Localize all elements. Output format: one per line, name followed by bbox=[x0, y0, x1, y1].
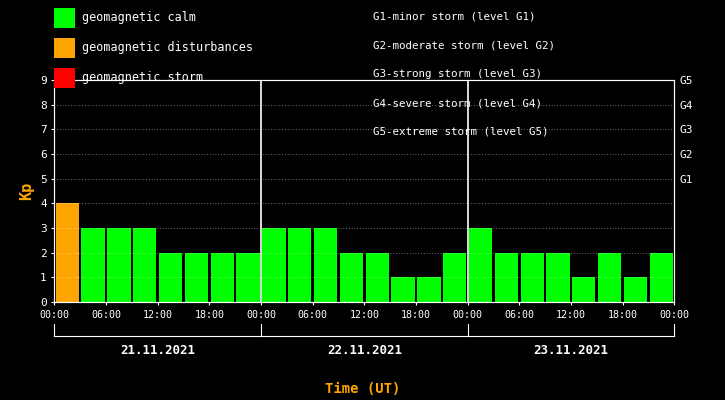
Text: geomagnetic calm: geomagnetic calm bbox=[82, 12, 196, 24]
Bar bbox=[159, 253, 182, 302]
Bar bbox=[365, 253, 389, 302]
Text: G1-minor storm (level G1): G1-minor storm (level G1) bbox=[373, 12, 536, 22]
Bar bbox=[340, 253, 363, 302]
Bar bbox=[81, 228, 104, 302]
Text: 21.11.2021: 21.11.2021 bbox=[120, 344, 195, 356]
Bar bbox=[211, 253, 234, 302]
Text: geomagnetic disturbances: geomagnetic disturbances bbox=[82, 42, 253, 54]
Text: G5-extreme storm (level G5): G5-extreme storm (level G5) bbox=[373, 127, 549, 137]
Bar bbox=[236, 253, 260, 302]
Text: G2-moderate storm (level G2): G2-moderate storm (level G2) bbox=[373, 41, 555, 51]
Bar bbox=[288, 228, 311, 302]
Bar bbox=[314, 228, 337, 302]
Bar bbox=[443, 253, 466, 302]
Text: G4-severe storm (level G4): G4-severe storm (level G4) bbox=[373, 98, 542, 108]
Text: Time (UT): Time (UT) bbox=[325, 382, 400, 396]
Y-axis label: Kp: Kp bbox=[20, 182, 34, 200]
Bar bbox=[418, 277, 441, 302]
Bar bbox=[598, 253, 621, 302]
Bar bbox=[107, 228, 130, 302]
Bar bbox=[624, 277, 647, 302]
Bar bbox=[262, 228, 286, 302]
Bar bbox=[133, 228, 157, 302]
Bar bbox=[494, 253, 518, 302]
Text: 22.11.2021: 22.11.2021 bbox=[327, 344, 402, 356]
Bar bbox=[521, 253, 544, 302]
Bar bbox=[650, 253, 673, 302]
Bar bbox=[469, 228, 492, 302]
Bar bbox=[185, 253, 208, 302]
Text: 23.11.2021: 23.11.2021 bbox=[534, 344, 608, 356]
Bar bbox=[547, 253, 570, 302]
Bar bbox=[56, 203, 79, 302]
Bar bbox=[572, 277, 595, 302]
Bar bbox=[392, 277, 415, 302]
Text: geomagnetic storm: geomagnetic storm bbox=[82, 72, 203, 84]
Text: G3-strong storm (level G3): G3-strong storm (level G3) bbox=[373, 70, 542, 80]
